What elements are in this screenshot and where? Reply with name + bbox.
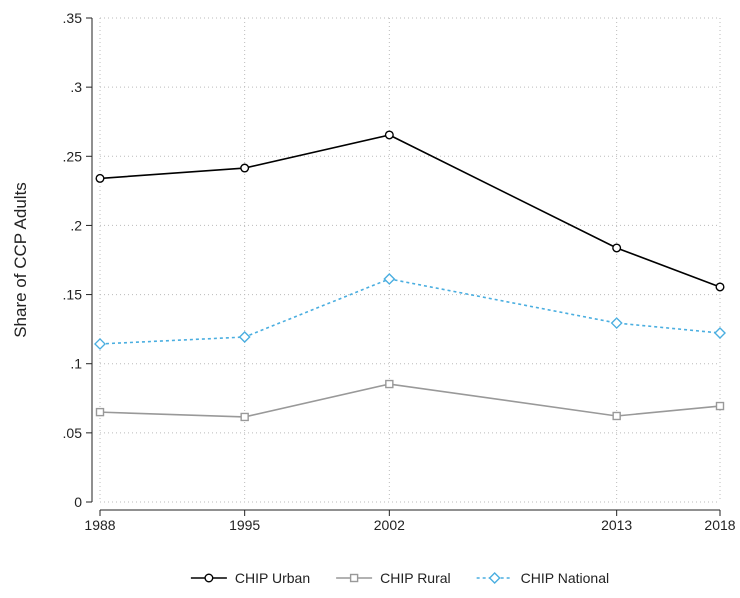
marker [95, 173, 105, 183]
y-tick-label: .2 [70, 217, 82, 233]
y-axis-label: Share of CCP Adults [11, 182, 30, 338]
x-tick-label: 2002 [374, 517, 405, 533]
x-tick-label: 1988 [84, 517, 115, 533]
legend-item: CHIP Rural [336, 570, 451, 586]
marker [384, 130, 394, 140]
y-tick-label: .05 [63, 425, 83, 441]
legend-label: CHIP National [521, 570, 609, 586]
y-tick-label: .3 [70, 79, 82, 95]
legend: CHIP Urban CHIP Rural CHIP National [190, 570, 609, 586]
legend-label: CHIP Urban [235, 570, 310, 586]
x-tick-label: 2013 [601, 517, 632, 533]
marker [612, 411, 621, 421]
series-line [99, 383, 721, 418]
y-tick-label: 0 [74, 494, 82, 510]
marker [383, 272, 396, 285]
legend-item: CHIP National [476, 570, 609, 586]
marker [204, 573, 214, 583]
marker [238, 331, 251, 344]
y-tick-label: .15 [63, 287, 83, 303]
marker [94, 337, 106, 350]
marker [488, 572, 501, 584]
y-tick-label: .1 [70, 356, 82, 372]
marker [714, 327, 726, 340]
marker [240, 163, 250, 173]
y-tick-label: .25 [63, 148, 83, 164]
y-tick-label: .35 [63, 10, 83, 26]
marker [612, 243, 622, 253]
series-line [99, 134, 721, 288]
legend-item: CHIP Urban [190, 570, 310, 586]
marker [610, 317, 623, 330]
x-tick-label: 2018 [704, 517, 735, 533]
x-tick-label: 1995 [229, 517, 260, 533]
marker [385, 379, 394, 389]
marker [240, 412, 249, 422]
legend-label: CHIP Rural [380, 570, 451, 586]
series-line [99, 278, 721, 345]
marker [715, 401, 725, 411]
marker [95, 407, 105, 417]
marker [349, 573, 359, 583]
marker [715, 282, 725, 292]
